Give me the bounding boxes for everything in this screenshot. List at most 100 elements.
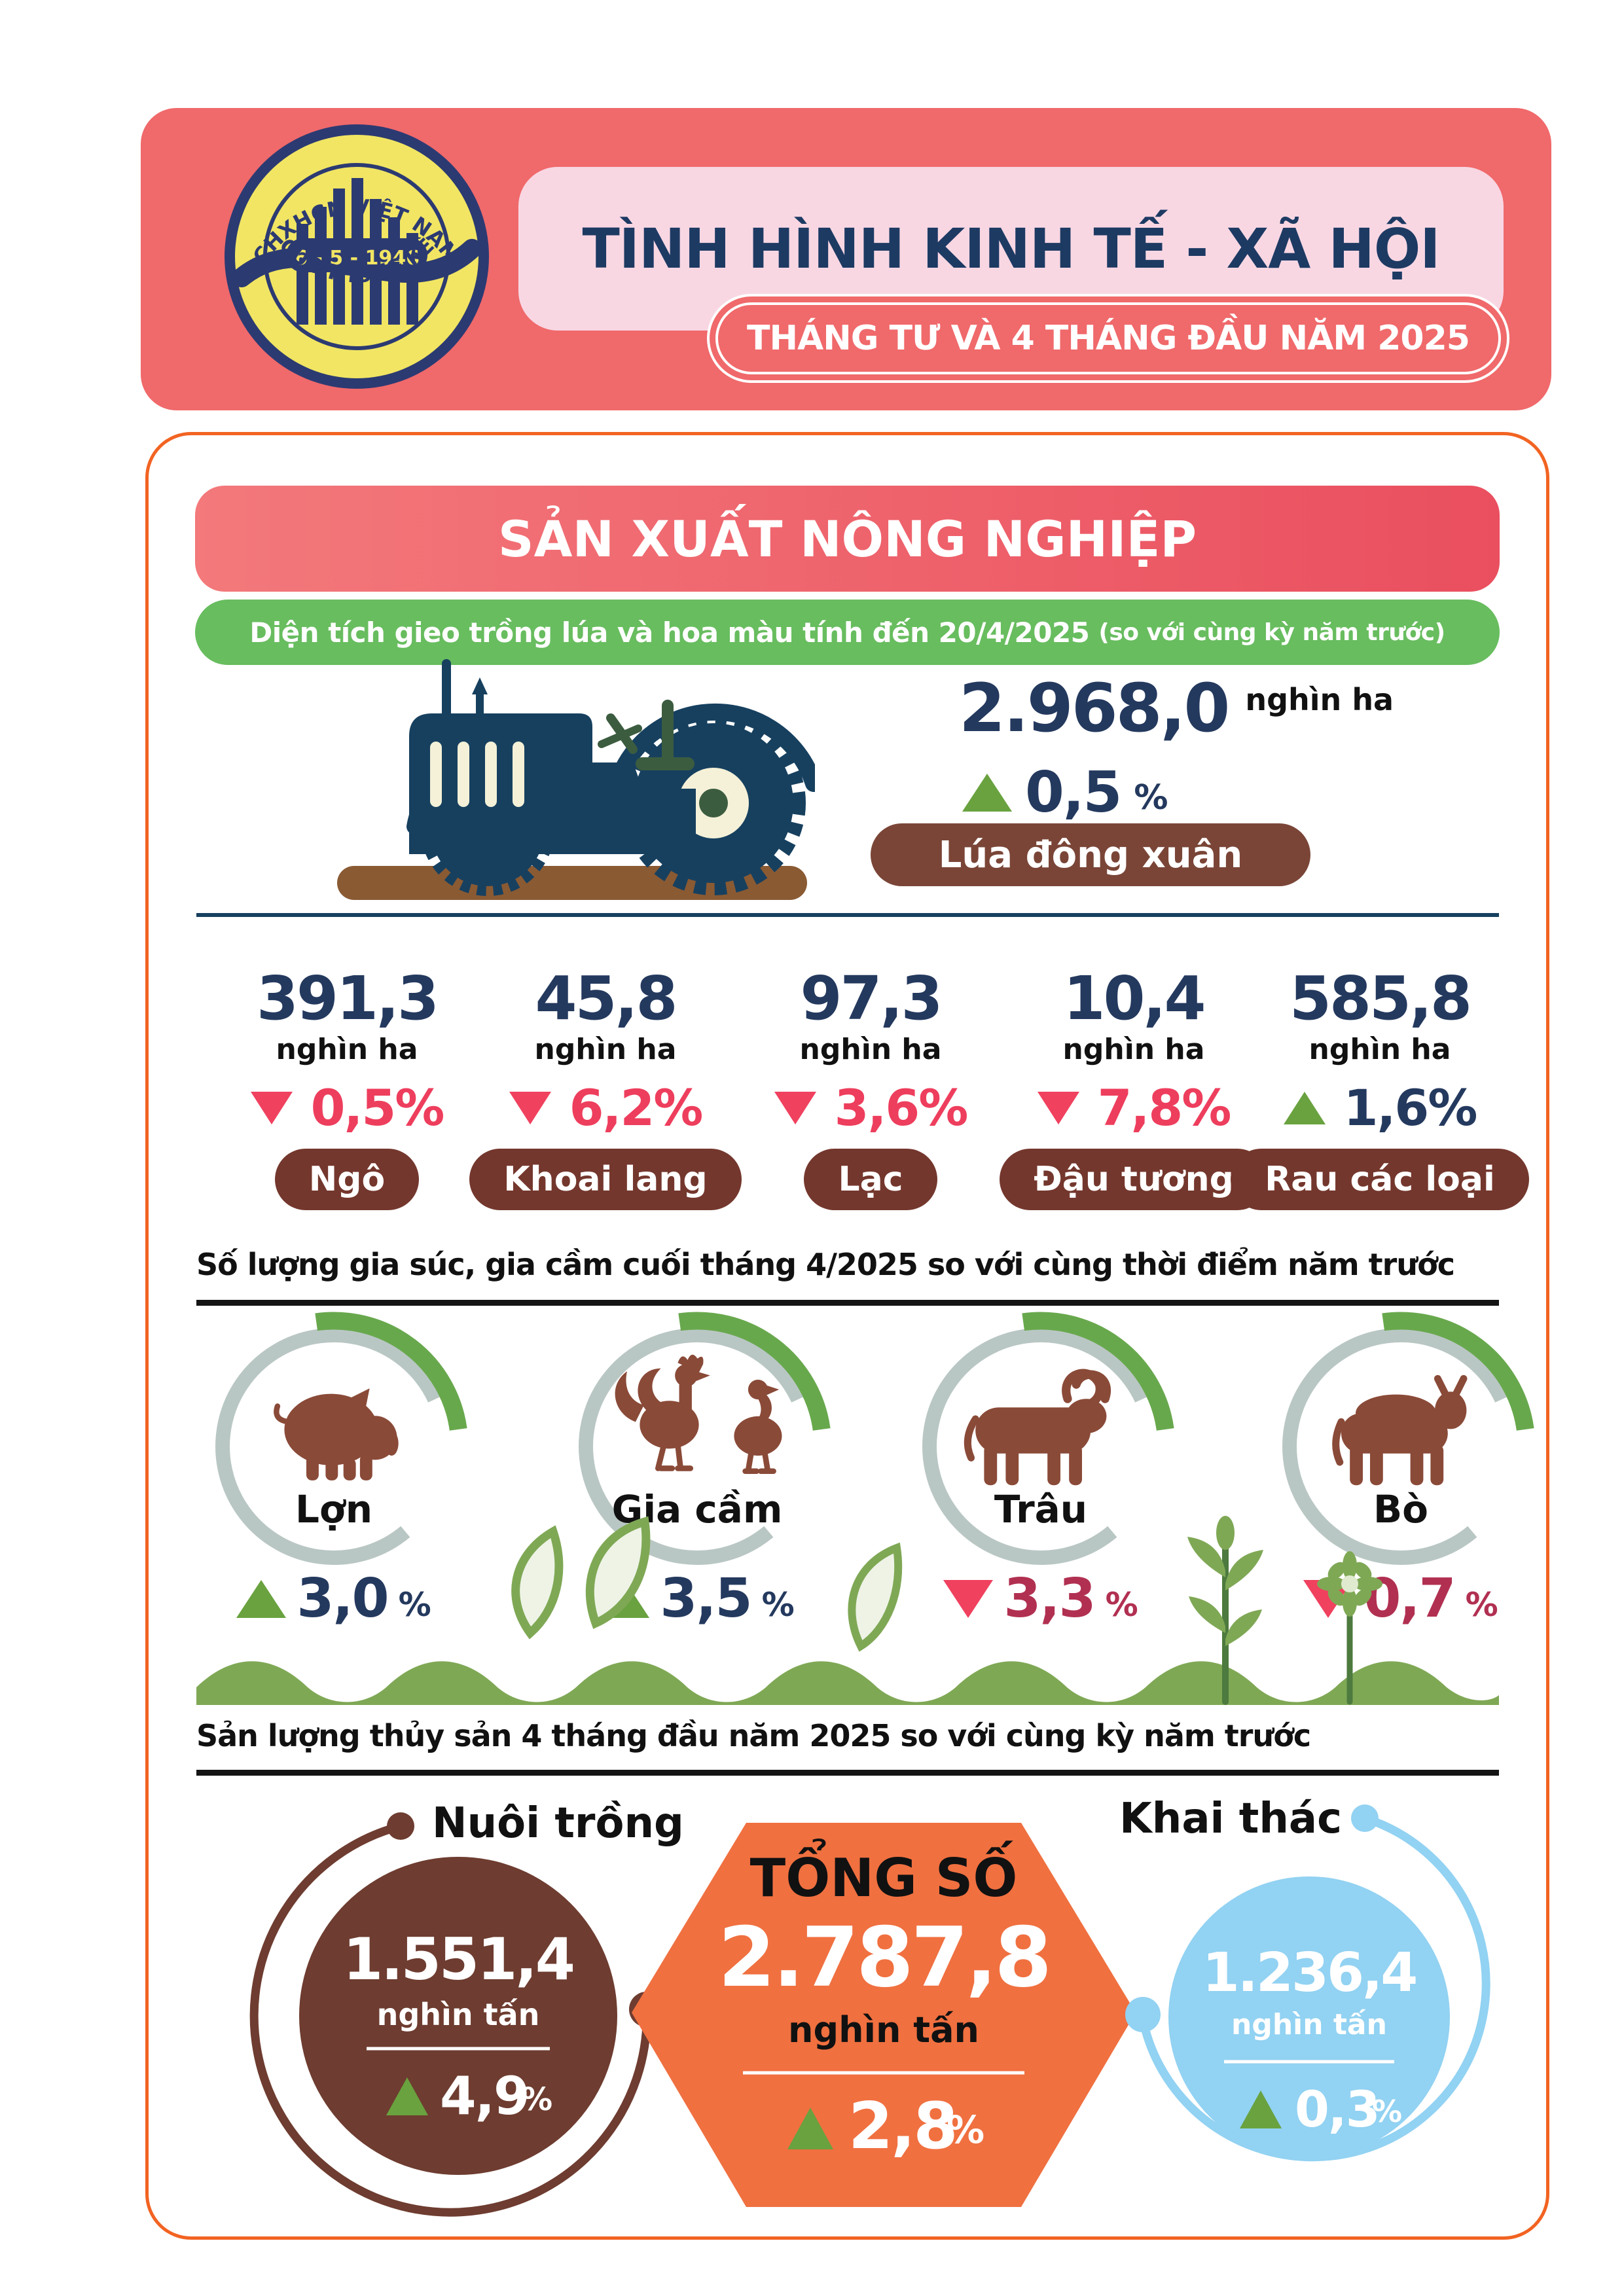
- animal-name: Lợn: [295, 1487, 373, 1532]
- up-triangle-icon: [236, 1580, 287, 1618]
- percent-sign: %: [1372, 2094, 1402, 2129]
- total-hexagon: [632, 1823, 1136, 2207]
- crop-pill: Ngô: [274, 1149, 420, 1210]
- buffalo-icon: [964, 1369, 1111, 1486]
- donut-ring: [922, 1312, 1174, 1565]
- animal-change: 3,3: [1003, 1568, 1096, 1630]
- poultry-icon: [615, 1354, 782, 1475]
- crop-column-khoai-lang: 45,8 nghìn ha 6,2% Khoai lang: [469, 963, 742, 1210]
- down-triangle-icon: [509, 1092, 551, 1124]
- animal-change: 3,5: [660, 1568, 752, 1630]
- livestock-item-lon: Lợn 3,0 %: [190, 1302, 478, 1656]
- section-banner: SẢN XUẤT NÔNG NGHIỆP: [195, 486, 1500, 592]
- planting-banner-text: Diện tích gieo trồng lúa và hoa màu tính…: [249, 616, 1090, 649]
- capture-change: 0,3: [1295, 2080, 1379, 2138]
- donut-ring: [1282, 1312, 1534, 1565]
- crop-change: 7,8%: [1097, 1079, 1232, 1137]
- aquaculture-dot: [387, 1812, 414, 1840]
- crop-trend: 3,6%: [774, 1079, 969, 1137]
- crop-change: 6,2%: [569, 1079, 704, 1137]
- crop-column-dau-tuong: 10,4 nghìn ha 7,8% Đậu tương: [1000, 963, 1268, 1210]
- crop-unit: nghìn ha: [276, 1033, 418, 1066]
- rice-area-unit: nghìn ha: [1245, 682, 1394, 717]
- greenery-decoration: [196, 1516, 1499, 1705]
- total-change: 2,8: [848, 2089, 956, 2164]
- up-triangle-icon: [787, 2108, 833, 2149]
- pig-icon: [274, 1388, 399, 1480]
- crop-change: 3,6%: [834, 1079, 969, 1137]
- capture-circle: [1168, 1876, 1450, 2158]
- divider-line: [196, 913, 1499, 917]
- fishery-graphic: Nuôi trồng 1.551,4 nghìn tấn 4,9 % TỔNG …: [249, 1795, 1490, 2217]
- rice-label-pill: Lúa đông xuân: [871, 823, 1310, 886]
- rice-change: 0,5: [1025, 760, 1122, 825]
- page-title: TÌNH HÌNH KINH TẾ - XÃ HỘI: [582, 217, 1440, 281]
- livestock-title: Số lượng gia súc, gia cầm cuối tháng 4/2…: [196, 1247, 1455, 1282]
- capture-value: 1.236,4: [1202, 1942, 1416, 2004]
- rice-area-value-row: 2.968,0 nghìn ha: [959, 675, 1394, 742]
- statistics-office-logo-icon: 6 - 5 - 1946 CHXHCN VIỆT NAM CỤC THỐNG K…: [225, 124, 489, 389]
- animal-name: Trâu: [994, 1487, 1088, 1532]
- down-triangle-icon: [1037, 1092, 1079, 1124]
- leaf-icon: [848, 1542, 903, 1652]
- down-triangle-icon: [943, 1580, 994, 1618]
- capture-connector-dot: [1125, 1997, 1161, 2032]
- livestock-item-trau: Trâu 3,3 %: [897, 1302, 1185, 1656]
- crop-value: 391,3: [256, 963, 439, 1033]
- rice-trend: 0,5 %: [962, 764, 1168, 821]
- donut-ring: [215, 1312, 467, 1565]
- percent-sign: %: [947, 2108, 984, 2152]
- animal-trend: 3,3 %: [897, 1570, 1185, 1628]
- crop-unit: nghìn ha: [534, 1033, 677, 1066]
- total-value: 2.787,8: [718, 1909, 1049, 2005]
- fishery-underline: [196, 1770, 1499, 1776]
- plant-icon: [1187, 1516, 1263, 1705]
- percent-sign: %: [1134, 778, 1168, 817]
- crop-value: 10,4: [1063, 963, 1206, 1033]
- crop-column-lac: 97,3 nghìn ha 3,6% Lạc: [740, 969, 1001, 1210]
- aquaculture-unit: nghìn tấn: [377, 1997, 540, 2032]
- livestock-item-gia-cam: Gia cầm 3,5 %: [553, 1302, 841, 1656]
- section-title: SẢN XUẤT NÔNG NGHIỆP: [497, 509, 1197, 568]
- capture-label: Khai thác: [1119, 1795, 1342, 1843]
- aquaculture-label: Nuôi trồng: [432, 1799, 684, 1848]
- rice-label: Lúa đông xuân: [938, 833, 1243, 876]
- crop-pill: Rau các loại: [1231, 1149, 1529, 1210]
- animal-change: 3,0: [297, 1568, 389, 1630]
- crop-value: 585,8: [1289, 963, 1472, 1033]
- logo-date: 6 - 5 - 1946: [294, 247, 420, 270]
- capture-unit: nghìn tấn: [1231, 2008, 1387, 2041]
- planting-banner: Diện tích gieo trồng lúa và hoa màu tính…: [195, 600, 1500, 665]
- wave-band: [196, 1661, 1499, 1705]
- cow-icon: [1332, 1374, 1468, 1486]
- capture-arc: [1141, 1814, 1490, 2162]
- percent-sign: %: [521, 2081, 552, 2118]
- crop-column-ngo: 391,3 nghìn ha 0,5% Ngô: [216, 969, 478, 1210]
- fishery-title: Sản lượng thủy sản 4 tháng đầu năm 2025 …: [196, 1718, 1311, 1753]
- page-subtitle: THÁNG TƯ VÀ 4 THÁNG ĐẦU NĂM 2025: [747, 319, 1470, 358]
- crop-name: Khoai lang: [503, 1160, 708, 1199]
- down-triangle-icon: [774, 1092, 816, 1124]
- up-triangle-icon: [962, 774, 1012, 812]
- percent-sign: %: [1105, 1586, 1138, 1624]
- rice-area-value: 2.968,0: [959, 670, 1230, 747]
- crop-unit: nghìn ha: [1308, 1033, 1451, 1066]
- crop-name: Lạc: [838, 1160, 903, 1199]
- crop-value: 45,8: [535, 963, 678, 1033]
- aquaculture-value: 1.551,4: [343, 1926, 573, 1993]
- crop-trend: 0,5%: [250, 1082, 444, 1134]
- crop-name: Ngô: [308, 1160, 386, 1199]
- planting-banner-note: (so với cùng kỳ năm trước): [1098, 619, 1445, 646]
- aquaculture-arc: [249, 1821, 651, 2217]
- subtitle-pill: THÁNG TƯ VÀ 4 THÁNG ĐẦU NĂM 2025: [715, 302, 1501, 374]
- crop-unit: nghìn ha: [799, 1033, 942, 1066]
- crop-trend: 7,8%: [1037, 1079, 1232, 1137]
- down-triangle-icon: [250, 1092, 293, 1124]
- percent-sign: %: [1465, 1586, 1498, 1624]
- capture-dot: [1351, 1804, 1379, 1832]
- up-triangle-icon: [1283, 1092, 1326, 1124]
- crop-pill: Đậu tương: [1000, 1149, 1268, 1210]
- flower-icon: [1317, 1551, 1382, 1705]
- crop-name: Đậu tương: [1034, 1160, 1234, 1199]
